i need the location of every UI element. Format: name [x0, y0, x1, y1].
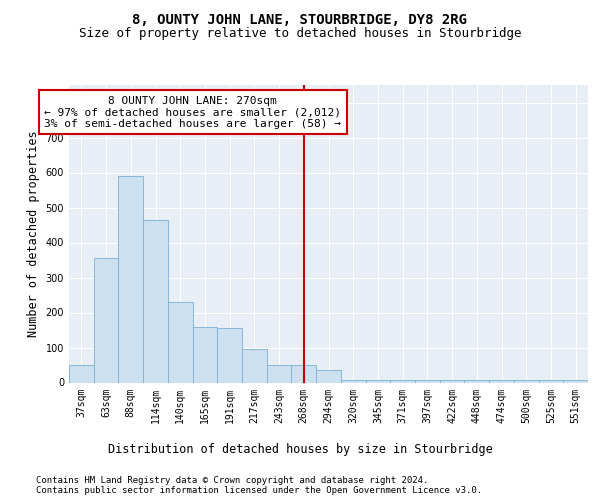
Text: Contains public sector information licensed under the Open Government Licence v3: Contains public sector information licen…	[36, 486, 482, 495]
Bar	[365, 380, 390, 382]
Bar	[193, 326, 217, 382]
Bar	[464, 380, 489, 382]
Bar	[168, 302, 193, 382]
Text: Size of property relative to detached houses in Stourbridge: Size of property relative to detached ho…	[79, 28, 521, 40]
Bar	[563, 380, 588, 382]
Bar	[94, 258, 118, 382]
Bar	[267, 365, 292, 382]
Bar	[143, 220, 168, 382]
Bar	[390, 380, 415, 382]
Bar	[217, 328, 242, 382]
Bar	[514, 380, 539, 382]
Bar	[316, 370, 341, 382]
Bar	[242, 349, 267, 382]
Y-axis label: Number of detached properties: Number of detached properties	[27, 130, 40, 337]
Text: Distribution of detached houses by size in Stourbridge: Distribution of detached houses by size …	[107, 442, 493, 456]
Bar	[69, 365, 94, 382]
Bar	[118, 176, 143, 382]
Bar	[415, 380, 440, 382]
Text: 8 OUNTY JOHN LANE: 270sqm
← 97% of detached houses are smaller (2,012)
3% of sem: 8 OUNTY JOHN LANE: 270sqm ← 97% of detac…	[44, 96, 341, 128]
Text: 8, OUNTY JOHN LANE, STOURBRIDGE, DY8 2RG: 8, OUNTY JOHN LANE, STOURBRIDGE, DY8 2RG	[133, 12, 467, 26]
Bar	[539, 380, 563, 382]
Bar	[341, 380, 365, 382]
Bar	[292, 365, 316, 382]
Bar	[489, 380, 514, 382]
Bar	[440, 380, 464, 382]
Text: Contains HM Land Registry data © Crown copyright and database right 2024.: Contains HM Land Registry data © Crown c…	[36, 476, 428, 485]
